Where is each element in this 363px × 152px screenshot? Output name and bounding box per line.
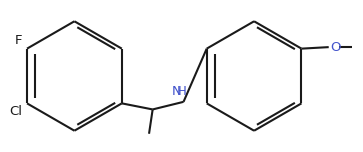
- Text: Cl: Cl: [10, 105, 23, 118]
- Text: H: H: [177, 85, 187, 98]
- Text: O: O: [331, 41, 341, 54]
- Text: N: N: [172, 85, 182, 98]
- Text: F: F: [15, 34, 23, 47]
